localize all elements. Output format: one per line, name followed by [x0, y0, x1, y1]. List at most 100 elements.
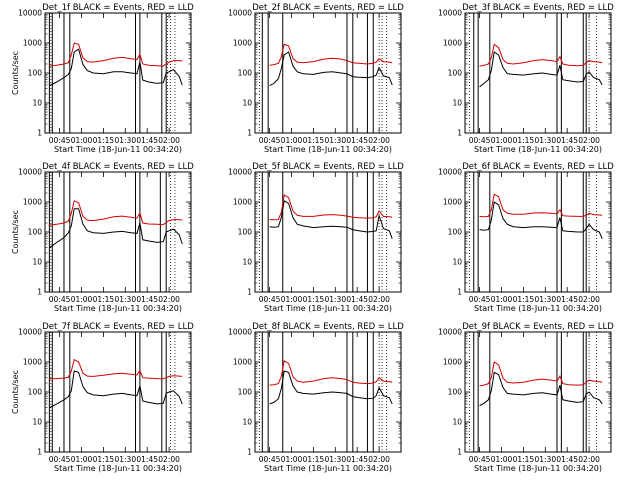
x-axis-label: Start Time (18-Jun-11 00:34:20): [54, 145, 182, 154]
chart-panel: Det_5f BLACK = Events, RED = LLD 1 10 100 10…: [228, 162, 404, 313]
events-series-line: [49, 208, 183, 249]
lld-series-line: [479, 43, 603, 67]
y-tick-label: 1000: [23, 358, 42, 367]
x-tick-label: 01:30: [534, 455, 556, 464]
y-tick-label: 10: [452, 418, 462, 427]
y-tick-label: 10: [242, 258, 252, 267]
y-tick-label: 1: [247, 288, 252, 297]
chart-title: Det_9f BLACK = Events, RED = LLD: [462, 322, 614, 332]
y-tick-label: 10000: [438, 168, 462, 177]
x-tick-label: 01:30: [324, 295, 346, 304]
chart-panel: Det_8f BLACK = Events, RED = LLD 1 10 100 10…: [228, 322, 404, 473]
x-tick-label: 01:45: [136, 295, 158, 304]
y-tick-label: 1: [457, 448, 462, 457]
y-tick-label: 100: [448, 69, 463, 78]
events-series-line: [479, 371, 603, 407]
events-series-line: [269, 370, 393, 405]
x-tick-label: 01:15: [303, 136, 325, 145]
x-tick-label: 01:45: [556, 136, 578, 145]
x-tick-label: 01:15: [93, 136, 115, 145]
x-tick-label: 02:00: [158, 295, 180, 304]
chart-title: Det_3f BLACK = Events, RED = LLD: [462, 3, 614, 13]
x-tick-label: 01:00: [491, 295, 513, 304]
y-axis-label: Counts/sec: [11, 370, 20, 414]
y-axis-label: Counts/sec: [11, 210, 20, 254]
events-series-line: [479, 201, 603, 239]
x-tick-label: 01:15: [513, 136, 535, 145]
y-tick-label: 1: [37, 448, 42, 457]
y-tick-label: 10: [32, 258, 42, 267]
y-tick-label: 10000: [18, 9, 42, 18]
chart-panel: Det_9f BLACK = Events, RED = LLD 1 10 100 10…: [438, 322, 614, 473]
y-tick-label: 10000: [18, 328, 42, 337]
y-tick-label: 1: [457, 288, 462, 297]
x-tick-label: 01:00: [71, 295, 93, 304]
y-tick-label: 100: [448, 388, 463, 397]
x-tick-label: 01:30: [114, 136, 136, 145]
y-tick-label: 10000: [438, 9, 462, 18]
chart-title: Det_5f BLACK = Events, RED = LLD: [252, 162, 404, 172]
y-tick-label: 10: [32, 418, 42, 427]
x-tick-label: 02:00: [578, 295, 600, 304]
y-tick-label: 10: [242, 418, 252, 427]
y-axis-label: Counts/sec: [11, 51, 20, 95]
y-tick-label: 1: [247, 448, 252, 457]
chart-panel: Det_7f BLACK = Events, RED = LLD 1 10 100 10…: [11, 322, 194, 473]
chart-panel: Det_4f BLACK = Events, RED = LLD 1 10 100 10…: [11, 162, 194, 313]
x-tick-label: 01:30: [324, 136, 346, 145]
x-tick-label: 01:45: [346, 455, 368, 464]
x-tick-label: 00:45: [259, 295, 281, 304]
y-tick-label: 10000: [228, 9, 252, 18]
x-tick-label: 01:15: [303, 295, 325, 304]
y-tick-label: 1000: [443, 358, 462, 367]
chart-panel: Det_3f BLACK = Events, RED = LLD 1 10 100 10…: [438, 3, 614, 154]
x-tick-label: 01:00: [281, 295, 303, 304]
y-tick-label: 1000: [23, 198, 42, 207]
x-tick-label: 01:30: [534, 295, 556, 304]
x-tick-label: 01:15: [513, 455, 535, 464]
x-tick-label: 00:45: [469, 136, 491, 145]
x-tick-label: 01:45: [346, 136, 368, 145]
y-tick-label: 10000: [228, 168, 252, 177]
lld-series-line: [49, 200, 183, 226]
y-tick-label: 10000: [438, 328, 462, 337]
x-tick-label: 01:00: [71, 136, 93, 145]
x-tick-label: 00:45: [49, 455, 71, 464]
x-tick-label: 01:00: [491, 455, 513, 464]
chart-title: Det_6f BLACK = Events, RED = LLD: [462, 162, 614, 172]
x-tick-label: 02:00: [368, 455, 390, 464]
x-axis-label: Start Time (18-Jun-11 00:34:20): [474, 464, 602, 473]
events-series-line: [269, 51, 393, 87]
y-tick-label: 1000: [233, 198, 252, 207]
y-tick-label: 10: [452, 99, 462, 108]
y-tick-label: 100: [238, 69, 253, 78]
x-tick-label: 01:00: [281, 455, 303, 464]
y-tick-label: 10: [32, 99, 42, 108]
x-tick-label: 00:45: [259, 455, 281, 464]
x-tick-label: 01:45: [346, 295, 368, 304]
x-axis-label: Start Time (18-Jun-11 00:34:20): [474, 145, 602, 154]
lld-series-line: [49, 42, 183, 67]
y-tick-label: 1: [37, 288, 42, 297]
x-tick-label: 01:45: [136, 136, 158, 145]
y-tick-label: 100: [28, 388, 43, 397]
lld-series-line: [49, 358, 183, 380]
y-tick-label: 1: [247, 129, 252, 138]
events-series-line: [49, 370, 183, 409]
x-tick-label: 01:30: [534, 136, 556, 145]
lld-series-line: [479, 361, 603, 387]
y-tick-label: 100: [448, 228, 463, 237]
x-tick-label: 02:00: [578, 455, 600, 464]
y-tick-label: 1: [37, 129, 42, 138]
y-tick-label: 100: [238, 228, 253, 237]
events-series-line: [479, 51, 603, 88]
x-tick-label: 01:30: [324, 455, 346, 464]
x-axis-label: Start Time (18-Jun-11 00:34:20): [264, 145, 392, 154]
x-tick-label: 01:45: [556, 455, 578, 464]
chart-title: Det_7f BLACK = Events, RED = LLD: [42, 322, 194, 332]
x-tick-label: 01:45: [136, 455, 158, 464]
y-tick-label: 1000: [443, 198, 462, 207]
x-tick-label: 00:45: [469, 455, 491, 464]
y-tick-label: 100: [28, 69, 43, 78]
